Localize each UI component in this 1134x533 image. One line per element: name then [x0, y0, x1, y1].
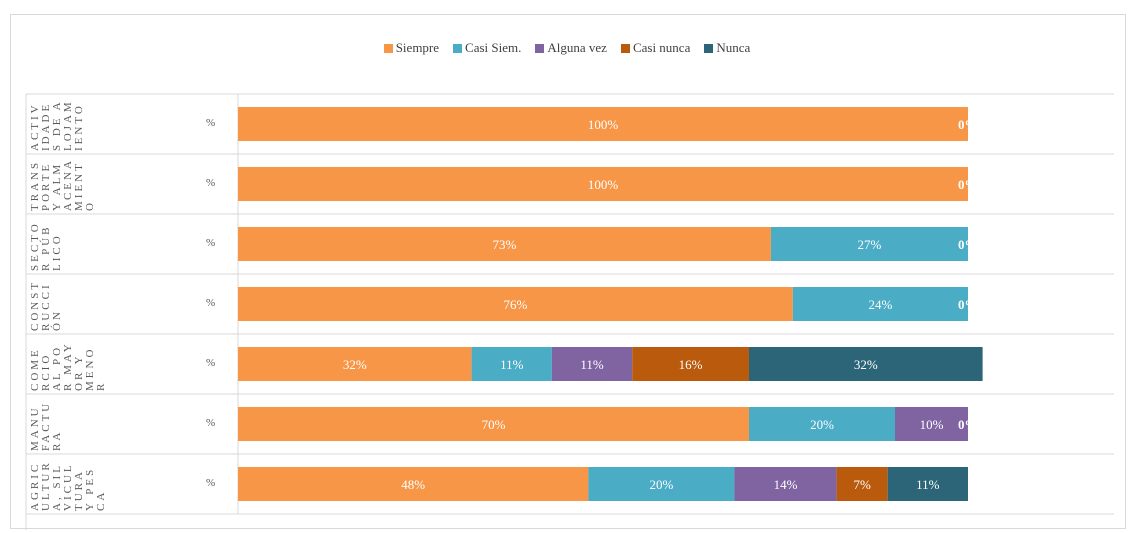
category-label: TRANSPORTE Y ALMACENAMIENTO — [30, 158, 96, 211]
bar-segment — [792, 287, 968, 321]
bar-segment — [749, 347, 983, 381]
legend-label: Siempre — [395, 40, 440, 55]
category-unit-label: % — [206, 477, 216, 489]
data-label: 0% — [958, 417, 978, 432]
bar-segment — [734, 467, 837, 501]
legend-item: Casi Siem. — [453, 40, 521, 56]
data-label: 0% — [958, 297, 978, 312]
data-label: 11% — [500, 357, 524, 372]
legend-swatch — [535, 43, 545, 53]
legend-label: Nunca — [716, 40, 751, 55]
data-label: 20% — [810, 417, 834, 432]
bar-segment — [238, 407, 749, 441]
data-label: 7% — [853, 477, 871, 492]
data-label: 14% — [774, 477, 798, 492]
data-label: 27% — [858, 237, 882, 252]
bar-segment — [238, 167, 968, 201]
chart-frame — [10, 14, 1126, 529]
legend-item: Nunca — [704, 40, 750, 56]
data-label: 11% — [580, 357, 604, 372]
category-unit-label: % — [206, 417, 216, 429]
data-label: 0% — [958, 117, 978, 132]
chart-legend: Siempre Casi Siem. Alguna vez Casi nunca Nun… — [0, 38, 1134, 58]
bar-segment — [238, 107, 968, 141]
category-label: COMERCIO AL POR MAYOR Y MENOR — [30, 341, 107, 391]
bar-segment — [632, 347, 749, 381]
category-label: MANUFACTURA — [30, 400, 63, 451]
data-label: 16% — [679, 357, 703, 372]
category-unit-label: % — [206, 177, 216, 189]
bar-segment — [749, 407, 895, 441]
data-label: 100% — [588, 117, 619, 132]
data-label: 0% — [958, 237, 978, 252]
bar-segment — [238, 467, 589, 501]
data-label: 10% — [920, 417, 944, 432]
data-label: 76% — [503, 297, 527, 312]
data-label: 32% — [343, 357, 367, 372]
data-label: 24% — [868, 297, 892, 312]
category-label: ACTIVIDADES DE ALOJAMIENTO — [30, 99, 85, 151]
data-label: 73% — [493, 237, 517, 252]
legend-item: Alguna vez — [535, 40, 607, 56]
bar-segment — [238, 347, 472, 381]
legend-swatch — [620, 43, 630, 53]
bar-segment — [588, 467, 735, 501]
bar-segment — [895, 407, 968, 441]
category-unit-label: % — [206, 117, 216, 129]
legend-label: Casi Siem. — [465, 40, 522, 55]
legend-swatch — [704, 43, 714, 53]
data-label: 100% — [588, 177, 619, 192]
data-label: 32% — [854, 357, 878, 372]
category-label: AGRICULTURA, SILVICULTURA Y PESCA — [30, 460, 107, 511]
category-label: SECTOR PÚBLICO — [30, 221, 63, 271]
bar-segment — [238, 227, 771, 261]
data-label: 0% — [958, 177, 978, 192]
bar-segment — [238, 287, 793, 321]
legend-label: Alguna vez — [547, 40, 607, 55]
category-unit-label: % — [206, 297, 216, 309]
bar-segment — [770, 227, 968, 261]
category-unit-label: % — [206, 237, 216, 249]
bar-segment — [887, 467, 968, 501]
legend-label: Casi nunca — [632, 40, 691, 55]
legend-swatch — [383, 43, 393, 53]
data-label: 48% — [401, 477, 425, 492]
bar-segment — [471, 347, 552, 381]
data-label: 20% — [649, 477, 673, 492]
data-label: 11% — [916, 477, 940, 492]
bar-segment — [551, 347, 633, 381]
category-label: CONSTRUCCIÓN — [30, 279, 63, 331]
legend-swatch — [453, 43, 463, 53]
bar-segment — [836, 467, 888, 501]
legend-item: Siempre — [383, 40, 440, 56]
data-label: 70% — [482, 417, 506, 432]
category-unit-label: % — [206, 357, 216, 369]
legend-item: Casi nunca — [620, 40, 691, 56]
